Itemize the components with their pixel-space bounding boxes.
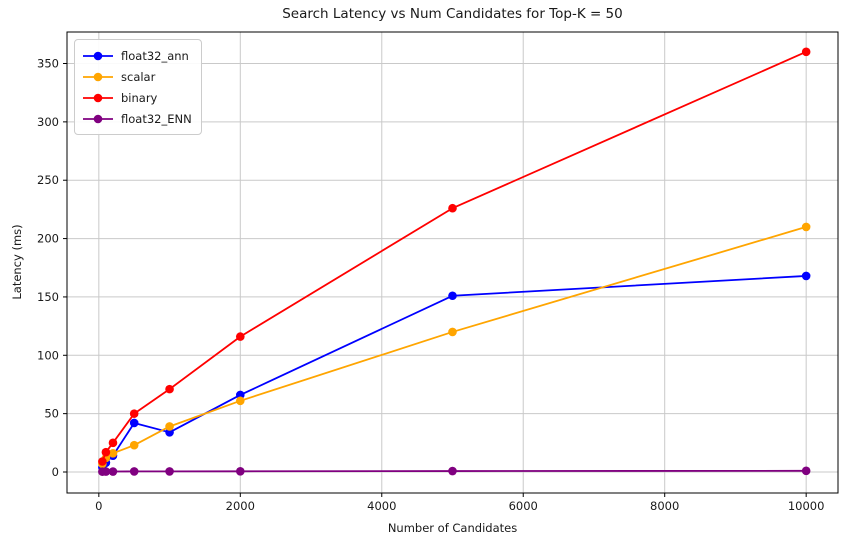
legend-dot	[93, 114, 103, 123]
data-point-float32_ENN	[448, 466, 457, 476]
data-point-scalar	[165, 422, 174, 431]
x-tick-label: 8000	[650, 499, 679, 513]
y-tick-label: 250	[37, 173, 59, 187]
y-tick-label: 50	[44, 407, 59, 421]
data-point-scalar	[801, 222, 811, 232]
data-point-float32_ann	[448, 291, 457, 301]
axes-spines	[66, 31, 839, 494]
data-point-scalar	[448, 327, 457, 337]
legend-dot	[93, 72, 103, 81]
data-point-float32_ENN	[801, 466, 811, 476]
legend-entry-float32_ann: float32_ann	[82, 45, 192, 66]
data-point-scalar	[108, 449, 118, 458]
series-line-binary	[101, 50, 808, 463]
x-tick-label: 0	[95, 499, 102, 513]
data-point-scalar	[235, 396, 245, 406]
y-tick-label: 100	[37, 348, 59, 362]
data-point-float32_ann	[129, 418, 139, 428]
legend-label: float32_ann	[121, 48, 189, 63]
data-point-binary	[801, 47, 811, 57]
y-tick-label: 0	[52, 465, 59, 479]
x-tick-label: 6000	[509, 499, 538, 513]
legend-label: binary	[121, 90, 158, 105]
legend-marker-scalar	[83, 72, 113, 81]
data-point-float32_ENN	[108, 467, 118, 476]
chart-title: Search Latency vs Num Candidates for Top…	[282, 6, 623, 22]
data-point-float32_ann	[801, 271, 811, 281]
y-tick-label: 200	[37, 232, 59, 246]
data-point-float32_ENN	[129, 467, 139, 476]
legend-entry-float32_ENN: float32_ENN	[82, 108, 192, 129]
series-line-scalar	[101, 226, 808, 465]
legend-entry-binary: binary	[82, 87, 192, 108]
legend-label: scalar	[121, 69, 156, 84]
y-tick-label: 150	[37, 290, 59, 304]
data-point-float32_ENN	[235, 466, 245, 476]
y-tick-label: 350	[37, 57, 59, 71]
x-tick-label: 2000	[226, 499, 255, 513]
data-point-binary	[129, 409, 139, 418]
legend-entry-scalar: scalar	[82, 66, 192, 87]
data-point-float32_ENN	[101, 467, 111, 476]
legend-dot	[93, 93, 103, 102]
x-tick-label: 10000	[788, 499, 825, 513]
x-axis-label: Number of Candidates	[387, 521, 518, 535]
legend-marker-binary	[83, 93, 113, 102]
series-line-float32_ann	[101, 275, 808, 469]
y-axis-label: Latency (ms)	[10, 224, 24, 300]
data-point-binary	[235, 332, 245, 341]
data-point-binary	[108, 438, 118, 448]
legend-label: float32_ENN	[121, 111, 192, 126]
data-point-binary	[165, 384, 174, 394]
legend-marker-float32_ann	[83, 51, 113, 60]
data-point-scalar	[129, 440, 139, 450]
y-tick-label: 300	[37, 115, 59, 129]
legend-marker-float32_ENN	[83, 114, 113, 123]
data-point-float32_ENN	[165, 467, 174, 476]
legend-dot	[93, 51, 103, 60]
data-point-binary	[101, 447, 111, 457]
data-point-binary	[448, 203, 457, 213]
data-point-binary	[98, 457, 107, 466]
x-tick-label: 4000	[367, 499, 396, 513]
